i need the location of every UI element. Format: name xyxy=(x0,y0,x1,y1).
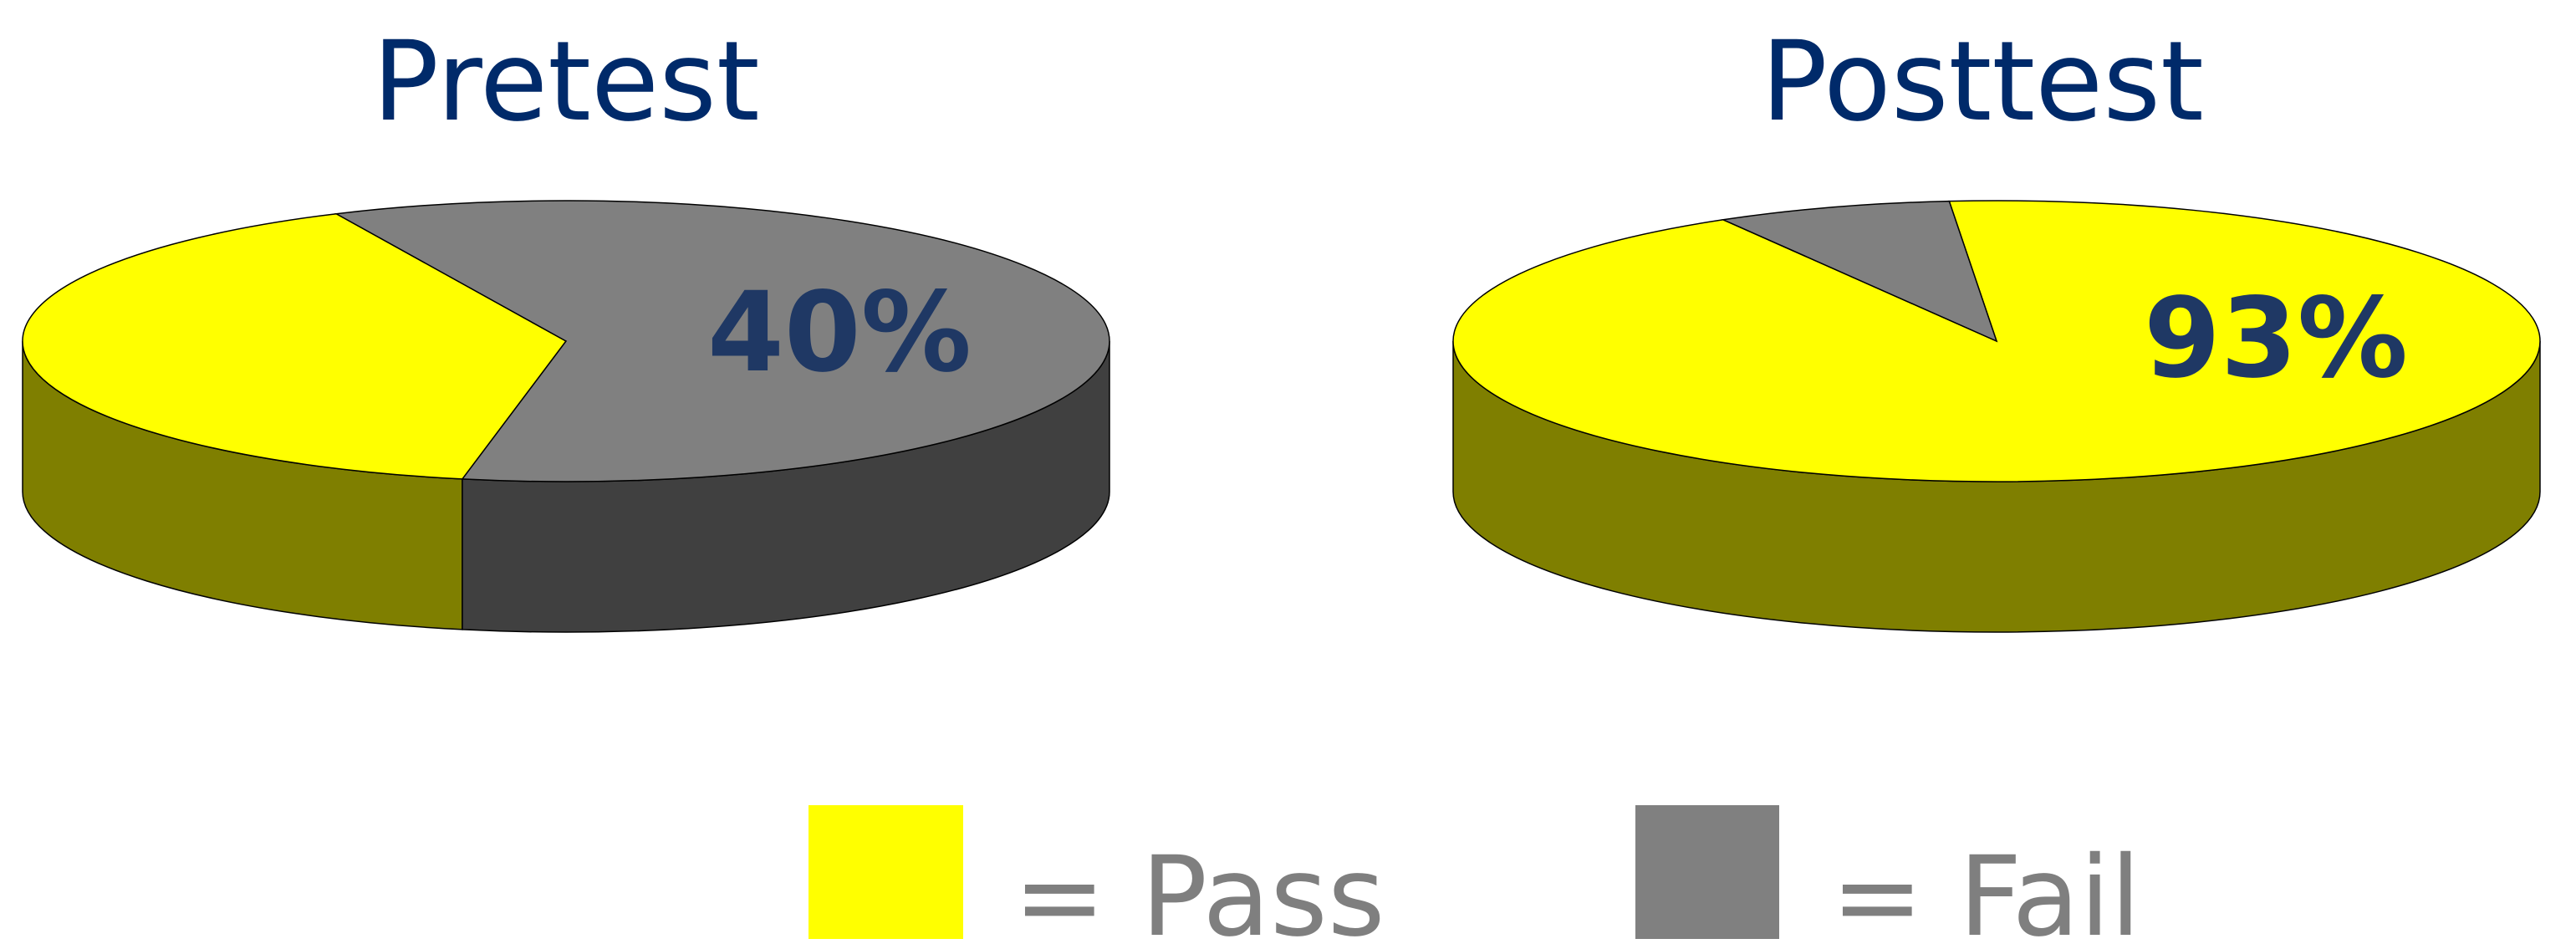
posttest-pie xyxy=(1452,200,2541,633)
slice-fail xyxy=(1721,200,1998,343)
posttest-chart: Posttest 93% xyxy=(1452,18,2541,633)
slice-pass xyxy=(22,212,568,480)
posttest-title: Posttest xyxy=(1761,18,2204,146)
legend-label-pass: = Pass xyxy=(1013,833,1385,949)
pie-tops xyxy=(1452,200,2541,482)
pretest-pass-label: 40% xyxy=(707,268,972,397)
pie-tops xyxy=(22,200,1110,482)
slice-fail xyxy=(334,200,1110,482)
legend: = Pass = Fail xyxy=(809,805,2141,949)
pretest-chart: Pretest 40% xyxy=(22,18,1110,633)
posttest-pass-label: 93% xyxy=(2144,274,2408,403)
legend-swatch-pass xyxy=(809,805,963,939)
legend-label-fail: = Fail xyxy=(1831,833,2141,949)
legend-swatch-fail xyxy=(1635,805,1779,939)
pretest-title: Pretest xyxy=(372,18,759,146)
pretest-pie xyxy=(22,200,1110,633)
